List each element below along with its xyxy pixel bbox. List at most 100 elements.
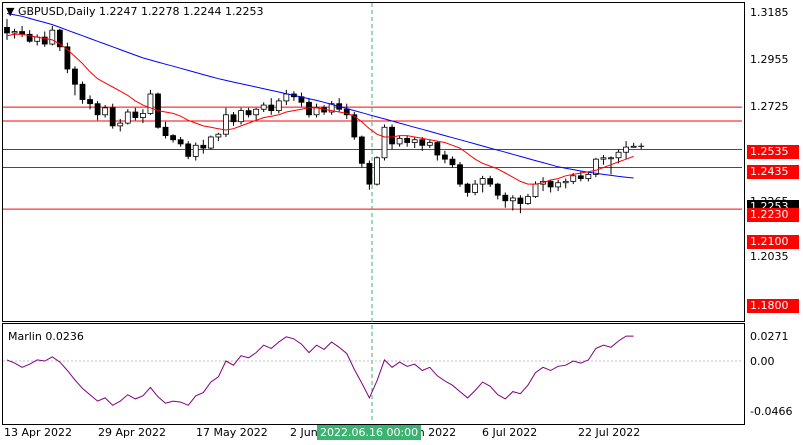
candle-body [502, 194, 509, 202]
candle-body [441, 154, 448, 160]
indicator-tick: 0.00 [750, 355, 775, 368]
indicator-pane[interactable] [2, 323, 745, 425]
candle-body [593, 158, 599, 175]
candle-body [192, 144, 199, 157]
candle-body [411, 139, 418, 143]
indicator-name: Marlin 0.0236 [8, 330, 84, 343]
chart-header: ▼ GBPUSD,Daily 1.2247 1.2278 1.2244 1.22… [6, 5, 263, 18]
candle-body [374, 157, 380, 185]
candle-body [577, 175, 584, 179]
indicator-tick: -0.0466 [750, 405, 793, 418]
crosshair-date-label: 2022.06.16 00:00 [317, 425, 422, 440]
candle-body [570, 175, 577, 182]
candle-body [132, 111, 139, 118]
level-label-1-2435: 1.2435 [747, 165, 799, 179]
candle-body [260, 104, 267, 110]
candle-body [124, 111, 131, 124]
level-label-1-2230: 1.2230 [747, 208, 799, 222]
candle-body [381, 126, 388, 159]
candle-body [72, 68, 78, 85]
price-tick: 1.2955 [750, 53, 789, 66]
candle-body [79, 83, 86, 100]
candle-body [253, 108, 260, 116]
candle-body [147, 93, 154, 114]
date-tick: 29 Apr 2022 [98, 426, 167, 439]
candle-body [351, 114, 358, 138]
candle-body [623, 146, 629, 153]
date-tick: 17 May 2022 [196, 426, 268, 439]
price-marker [638, 143, 645, 150]
candle-body [245, 110, 252, 116]
level-label-1-2100: 1.2100 [747, 235, 799, 249]
candle-body [139, 112, 146, 118]
candle-body [389, 126, 395, 145]
candle-body [472, 183, 479, 193]
candle-body [562, 180, 569, 184]
candle-body [275, 100, 282, 112]
ma-slow-line [6, 13, 634, 179]
candle-body [102, 107, 109, 116]
candle-body [109, 107, 116, 127]
candle-body [283, 93, 290, 102]
level-label-1-2535: 1.2535 [747, 145, 799, 159]
candle-body [419, 139, 426, 146]
candle-body [396, 137, 403, 145]
candle-body [615, 151, 622, 159]
candle-body [56, 29, 63, 48]
candle-body [366, 162, 373, 185]
candle-body [177, 139, 184, 145]
candle-body [223, 114, 229, 135]
main-chart-pane[interactable] [2, 2, 745, 322]
candle-body [185, 143, 192, 157]
candle-body [313, 107, 320, 116]
candle-body [117, 122, 124, 127]
candle-body [343, 108, 350, 116]
date-tick: 22 Jul 2022 [578, 426, 641, 439]
candle-body [457, 164, 463, 185]
oscillator-line [6, 335, 634, 406]
candle-body [487, 178, 494, 185]
candle-body [358, 136, 365, 164]
candle-body [494, 183, 501, 196]
candle-body [215, 133, 222, 138]
candle-body [509, 197, 516, 202]
indicator-tick: 0.0271 [750, 330, 789, 343]
dropdown-triangle-icon[interactable]: ▼ [6, 5, 15, 18]
candle-body [238, 110, 244, 123]
candle-body [49, 29, 56, 45]
candle-body [525, 196, 531, 204]
candle-body [162, 126, 169, 136]
candle-body [230, 114, 237, 123]
level-label-1-1800: 1.1800 [747, 299, 799, 313]
ma-fast-line [6, 33, 634, 185]
date-tick: 6 Jul 2022 [482, 426, 538, 439]
candle-body [517, 197, 524, 204]
candle-body [479, 178, 486, 185]
candle-body [26, 33, 33, 42]
candle-body [426, 142, 433, 146]
price-tick: 1.3185 [750, 6, 789, 19]
ohlc-values: 1.2247 1.2278 1.2244 1.2253 [99, 5, 264, 18]
candle-body [600, 157, 607, 160]
candle-body [464, 183, 471, 193]
candle-body [268, 104, 275, 112]
candle-body [87, 99, 93, 105]
candle-body [608, 157, 614, 160]
candle-body [64, 46, 71, 70]
price-tick: 1.2035 [750, 250, 789, 263]
candle-body [547, 180, 554, 188]
candle-body [328, 103, 335, 113]
candle-body [41, 36, 48, 45]
candle-body [207, 136, 214, 149]
candle-body [555, 182, 562, 188]
candle-body [630, 145, 637, 148]
candle-body [585, 174, 592, 179]
candle-body [404, 137, 411, 143]
candle-body [94, 103, 101, 116]
price-tick: 1.2725 [750, 100, 789, 113]
date-tick: 13 Apr 2022 [4, 426, 73, 439]
candle-body [449, 158, 456, 166]
candle-body [532, 183, 539, 198]
candle-body [434, 142, 441, 156]
